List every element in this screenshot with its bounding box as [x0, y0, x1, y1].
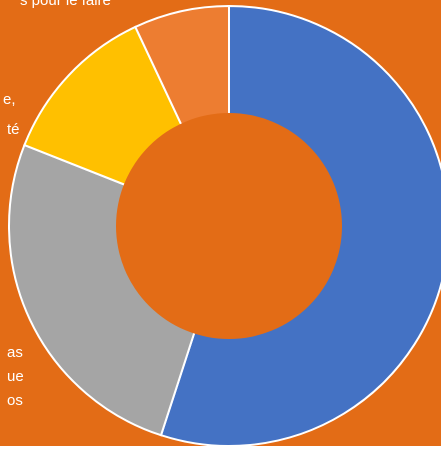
partial-label: s pour le faire	[20, 0, 111, 9]
label-group: s pour le faire e, té as ue os	[3, 0, 111, 409]
partial-label: ue	[7, 368, 24, 385]
partial-label: os	[7, 392, 23, 409]
partial-label: té	[7, 121, 20, 138]
partial-label: as	[7, 344, 23, 361]
donut-hole	[116, 113, 342, 339]
partial-label: e,	[3, 91, 16, 108]
